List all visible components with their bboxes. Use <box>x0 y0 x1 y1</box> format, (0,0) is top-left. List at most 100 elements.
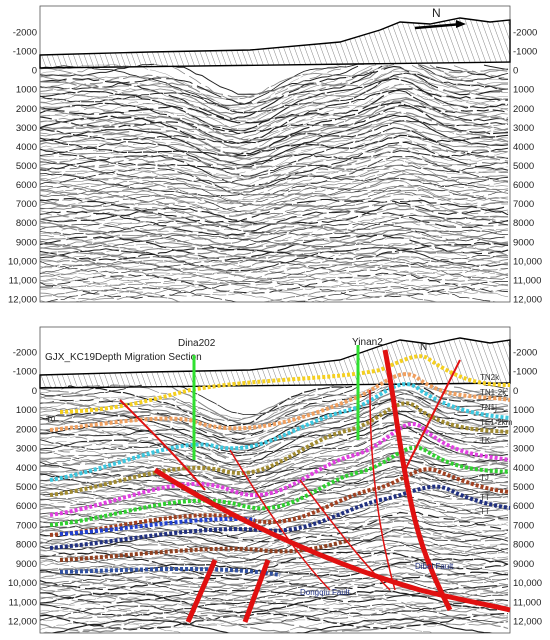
depth-tick-label: 9000 <box>513 237 534 248</box>
depth-tick-label: -1000 <box>13 367 37 378</box>
depth-tick-label: -2000 <box>513 348 537 359</box>
reflector <box>40 189 509 208</box>
reflector <box>40 590 509 614</box>
reflector <box>40 505 509 540</box>
depth-tick-label: 7000 <box>16 520 37 531</box>
reflector <box>40 251 509 272</box>
reflector <box>40 157 509 188</box>
reflector <box>40 127 509 177</box>
reflector <box>40 466 509 503</box>
reflector <box>40 111 509 154</box>
reflector <box>40 572 509 599</box>
reflector <box>40 276 508 296</box>
depth-tick-label: 5000 <box>16 161 37 172</box>
depth-tick-label: 2000 <box>513 424 534 435</box>
depth-tick-label: 8000 <box>513 540 534 551</box>
reflector <box>40 64 509 114</box>
depth-tick-label: 9000 <box>513 559 534 570</box>
reflector <box>40 168 509 202</box>
depth-tick-label: 6000 <box>16 180 37 191</box>
depth-tick-label: 10,000 <box>8 256 37 267</box>
reflector <box>40 159 509 201</box>
reflector <box>40 282 509 301</box>
reflector <box>40 72 509 114</box>
section-title: GJX_KC19Depth Migration Section <box>45 352 202 363</box>
reflector <box>40 593 509 615</box>
depth-tick-label: -1000 <box>513 47 537 58</box>
depth-tick-label: 12,000 <box>513 295 542 306</box>
reflector <box>40 162 508 181</box>
reflector <box>40 65 509 105</box>
reflector <box>40 175 509 194</box>
reflector <box>40 202 508 221</box>
well-label: Yinan2 <box>352 337 383 348</box>
depth-tick-label: 10,000 <box>513 578 542 589</box>
depth-tick-label: 12,000 <box>8 617 37 628</box>
reflector <box>40 538 509 564</box>
reflector <box>47 618 493 633</box>
depth-tick-label: 11,000 <box>513 597 541 608</box>
reflector <box>40 599 509 617</box>
reflector <box>40 70 509 130</box>
reflector <box>40 410 509 450</box>
reflector <box>40 78 509 132</box>
reflector <box>40 452 509 501</box>
reflector <box>40 526 509 561</box>
reflector <box>40 487 509 506</box>
depth-tick-label: 8000 <box>513 218 534 229</box>
depth-tick-label: 7000 <box>513 520 534 531</box>
depth-tick-label: -2000 <box>13 28 37 39</box>
depth-tick-label: 11,000 <box>513 275 541 286</box>
depth-tick-label: 11,000 <box>9 597 37 608</box>
reflector <box>40 190 509 225</box>
north-label: N <box>420 342 427 353</box>
reflector <box>40 75 509 115</box>
depth-tick-label: 12,000 <box>513 617 542 628</box>
depth-tick-label: 9000 <box>16 559 37 570</box>
reflector <box>40 130 509 160</box>
depth-tick-label: 0 <box>32 66 37 77</box>
horizon-label: TN2k <box>480 373 500 382</box>
depth-tick-label: 8000 <box>16 218 37 229</box>
reflector <box>40 607 509 627</box>
reflector <box>40 511 509 543</box>
reflector <box>40 120 509 144</box>
reflector <box>40 266 509 284</box>
reflector <box>40 446 509 491</box>
reflector <box>40 141 509 187</box>
reflector <box>40 144 509 176</box>
reflector <box>40 83 509 133</box>
horizon-label: TK <box>480 436 491 445</box>
depth-tick-label: 11,000 <box>9 275 37 286</box>
depth-tick-label: 2000 <box>16 424 37 435</box>
reflector <box>40 518 509 553</box>
reflector <box>40 173 509 197</box>
depth-tick-label: 12,000 <box>8 295 37 306</box>
reflector <box>40 587 509 606</box>
top-surface <box>39 17 511 69</box>
reflector <box>40 106 509 136</box>
depth-tick-label: 4000 <box>16 142 37 153</box>
reflector <box>40 171 509 212</box>
reflector <box>40 583 509 602</box>
depth-tick-label: 4000 <box>513 463 534 474</box>
reflector <box>40 213 509 242</box>
reflector <box>40 155 509 196</box>
reflector <box>40 422 509 464</box>
fault-label: Dibei Fault <box>415 562 454 571</box>
north-arrowhead <box>456 20 466 28</box>
depth-tick-label: 6000 <box>16 501 37 512</box>
reflector <box>40 173 509 196</box>
reflector <box>40 101 509 156</box>
depth-tick-label: -1000 <box>13 47 37 58</box>
reflector <box>40 84 509 140</box>
depth-tick-label: 0 <box>513 66 518 77</box>
depth-tick-label: -2000 <box>513 28 537 39</box>
reflector <box>40 399 509 432</box>
reflector <box>40 104 509 135</box>
horizon-label: TT <box>480 507 490 516</box>
reflector <box>40 179 509 213</box>
reflector <box>40 544 509 561</box>
reflector <box>40 222 509 249</box>
